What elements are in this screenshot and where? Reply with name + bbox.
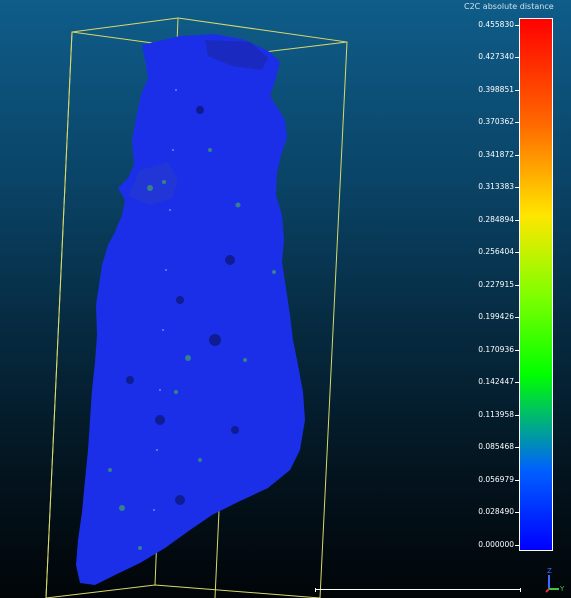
scale-bar: [315, 588, 521, 592]
color-scale-tick: 0.028490: [470, 507, 519, 517]
color-scale-title: C2C absolute distance: [464, 2, 554, 11]
color-scale-tick: 0.085468: [470, 442, 519, 452]
color-scale-tick: 0.199426: [470, 312, 519, 322]
axis-trihedron-icon[interactable]: Z Y: [539, 565, 569, 593]
color-scale-tick: 0.113958: [470, 410, 519, 420]
color-scale-tick: 0.370362: [470, 117, 519, 127]
color-scale-tick: 0.142447: [470, 377, 519, 387]
color-scale-bar: [519, 18, 553, 551]
axis-label-y: Y: [559, 585, 565, 593]
color-scale-tick: 0.313383: [470, 182, 519, 192]
color-scale-tick: 0.341872: [470, 150, 519, 160]
color-scale-tick: 0.170936: [470, 345, 519, 355]
axis-label-z: Z: [547, 567, 552, 575]
color-scale-tick: 0.284894: [470, 215, 519, 225]
color-scale-tick: 0.455830: [470, 20, 519, 30]
color-scale-tick: 0.427340: [470, 52, 519, 62]
point-cloud: [76, 34, 305, 585]
color-scale-tick: 0.056979: [470, 475, 519, 485]
color-scale-tick: 0.398851: [470, 85, 519, 95]
color-scale-tick: 0.256404: [470, 247, 519, 257]
color-scale-tick: 0.000000: [470, 540, 519, 550]
color-scale-tick: 0.227915: [470, 280, 519, 290]
